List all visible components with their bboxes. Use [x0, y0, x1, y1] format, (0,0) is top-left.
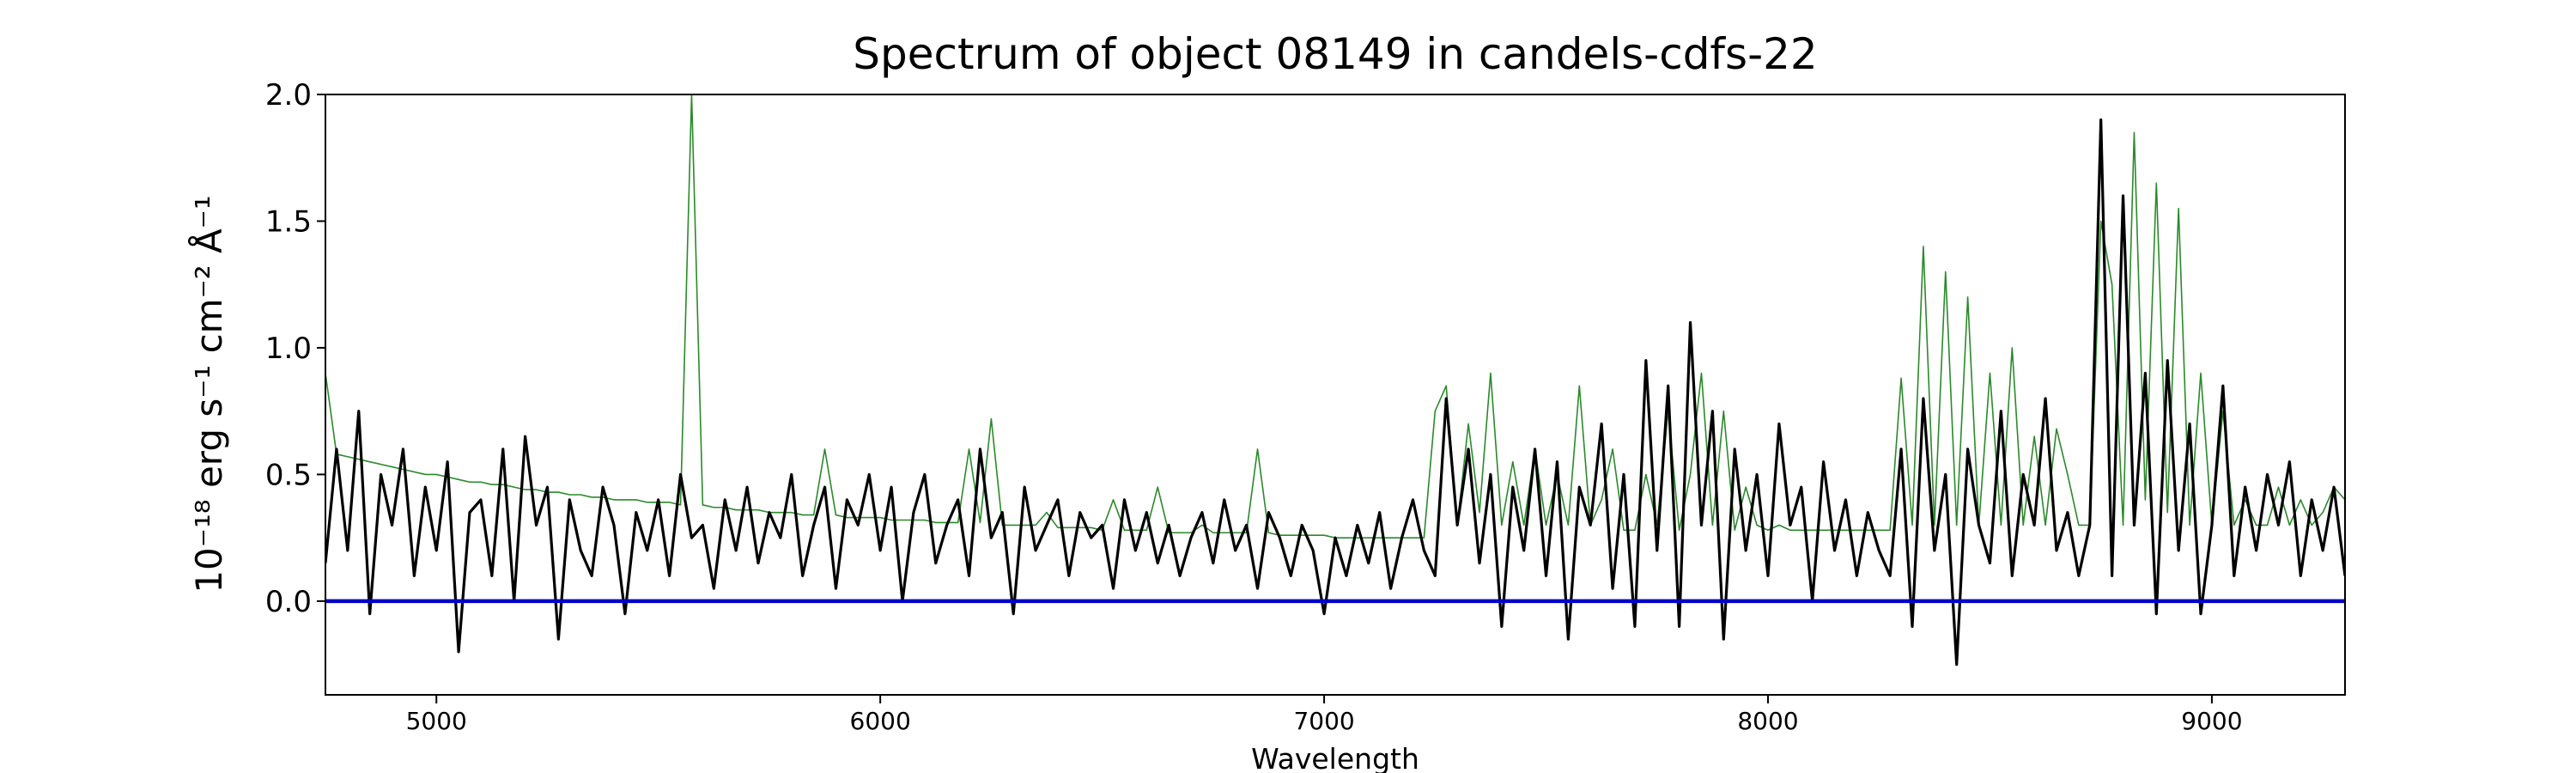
- y-tick-label: 1.0: [265, 332, 312, 366]
- x-tick-label: 8000: [1737, 707, 1798, 735]
- y-axis-label: 10⁻¹⁸ erg s⁻¹ cm⁻² Å⁻¹: [187, 195, 230, 593]
- chart-title: Spectrum of object 08149 in candels-cdfs…: [853, 29, 1818, 79]
- plot-frame: [325, 94, 2346, 696]
- x-tick-label: 7000: [1293, 707, 1354, 735]
- x-tick-label: 5000: [406, 707, 467, 735]
- plot-area: [325, 94, 2345, 666]
- y-tick-label: 1.5: [265, 204, 312, 239]
- series-line: [325, 118, 2345, 666]
- x-axis-label: Wavelength: [1251, 742, 1419, 773]
- y-tick-label: 2.0: [265, 78, 312, 113]
- series-line: [325, 94, 2345, 539]
- x-tick-label: 6000: [850, 707, 911, 735]
- y-tick-label: 0.0: [265, 585, 312, 619]
- x-tick-label: 9000: [2181, 707, 2242, 735]
- y-tick-label: 0.5: [265, 458, 312, 492]
